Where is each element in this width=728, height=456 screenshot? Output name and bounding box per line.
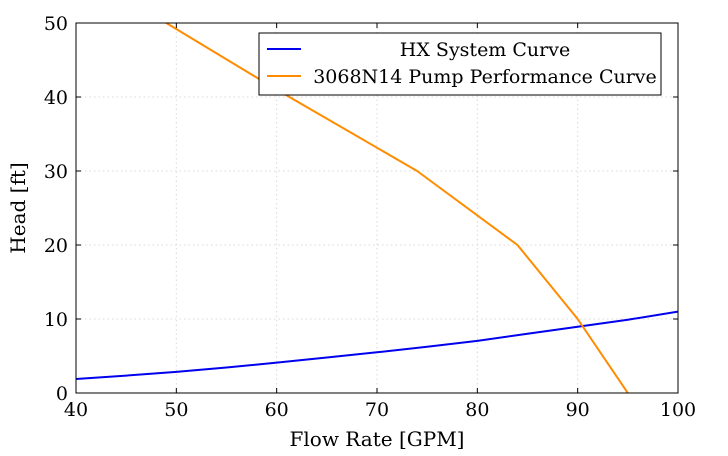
x-tick-label: 60 (265, 399, 289, 421)
x-tick-label: 80 (465, 399, 489, 421)
series-group (76, 23, 678, 393)
ticks-group: 40 50 60 70 80 90 100 0 10 20 30 40 50 (44, 13, 696, 421)
series-line-2 (165, 23, 629, 393)
x-tick-label: 40 (64, 399, 88, 421)
legend-box (258, 32, 662, 96)
y-tick-label: 0 (56, 383, 68, 405)
series-line-1 (76, 310, 678, 380)
y-tick-label: 50 (44, 13, 68, 35)
y-tick-label: 10 (44, 309, 68, 331)
y-axis-label: Head [ft] (6, 162, 30, 253)
y-tick-label: 30 (44, 161, 68, 183)
legend-label: 3068N14 Pump Performance Curve (313, 66, 657, 88)
legend: HX System Curve 3068N14 Pump Performance … (258, 32, 662, 96)
grid (76, 23, 678, 393)
x-tick-label: 90 (566, 399, 590, 421)
legend-label: HX System Curve (400, 39, 570, 61)
y-tick-label: 20 (44, 235, 68, 257)
x-axis-label: Flow Rate [GPM] (290, 427, 465, 451)
x-tick-label: 100 (660, 399, 696, 421)
x-tick-label: 70 (365, 399, 389, 421)
y-tick-label: 40 (44, 87, 68, 109)
x-tick-label: 50 (164, 399, 188, 421)
